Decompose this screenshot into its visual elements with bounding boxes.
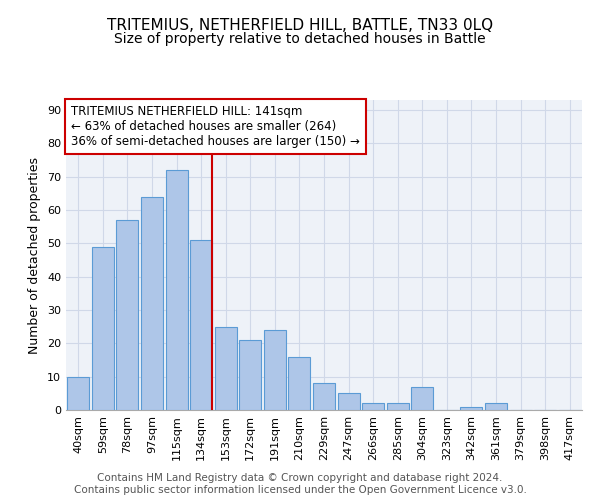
Bar (313, 384, 335, 410)
Bar (362, 404, 384, 410)
Bar (460, 406, 482, 410)
Bar (264, 330, 286, 410)
Bar (386, 404, 409, 410)
Text: Size of property relative to detached houses in Battle: Size of property relative to detached ho… (114, 32, 486, 46)
Bar (239, 340, 262, 410)
Text: Contains HM Land Registry data © Crown copyright and database right 2024.
Contai: Contains HM Land Registry data © Crown c… (74, 474, 526, 495)
Bar (190, 240, 212, 410)
Bar (166, 170, 188, 410)
Text: TRITEMIUS, NETHERFIELD HILL, BATTLE, TN33 0LQ: TRITEMIUS, NETHERFIELD HILL, BATTLE, TN3… (107, 18, 493, 32)
Y-axis label: Number of detached properties: Number of detached properties (28, 156, 41, 354)
Bar (116, 220, 139, 410)
Bar (338, 394, 359, 410)
Bar (92, 246, 114, 410)
Bar (67, 376, 89, 410)
Bar (411, 386, 433, 410)
Text: TRITEMIUS NETHERFIELD HILL: 141sqm
← 63% of detached houses are smaller (264)
36: TRITEMIUS NETHERFIELD HILL: 141sqm ← 63%… (71, 104, 360, 148)
Bar (141, 196, 163, 410)
Bar (215, 326, 237, 410)
Bar (289, 356, 310, 410)
Bar (485, 404, 507, 410)
